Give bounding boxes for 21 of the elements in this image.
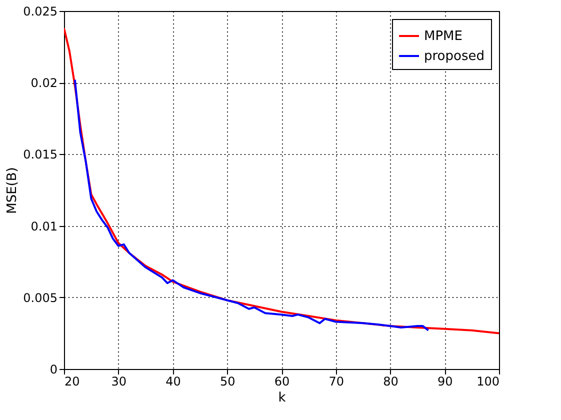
y-axis-title: MSE(B) (5, 167, 20, 214)
y-tick-label: 0.01 (30, 219, 58, 234)
x-tick-label: 20 (64, 374, 80, 388)
x-tick-label: 40 (166, 374, 181, 388)
x-tick-label: 90 (437, 374, 453, 388)
y-tick-label: 0.025 (23, 4, 58, 18)
line-series (74, 78, 430, 332)
legend-label: MPME (424, 29, 462, 44)
line-series (64, 27, 499, 334)
y-tick-label: 0.015 (23, 148, 58, 162)
y-tick-label: 0 (50, 362, 58, 376)
x-axis-title: k (278, 390, 286, 406)
y-tick-label: 0.005 (23, 290, 58, 305)
legend-label: proposed (424, 49, 484, 64)
x-tick-label: 60 (274, 374, 290, 388)
x-tick-label: 100 (476, 374, 500, 388)
x-tick-label: 70 (328, 374, 344, 388)
y-tick-label: 0.02 (30, 76, 58, 90)
x-tick-label: 80 (383, 374, 398, 388)
x-tick-label: 50 (220, 374, 236, 388)
x-tick-label: 30 (111, 374, 127, 388)
